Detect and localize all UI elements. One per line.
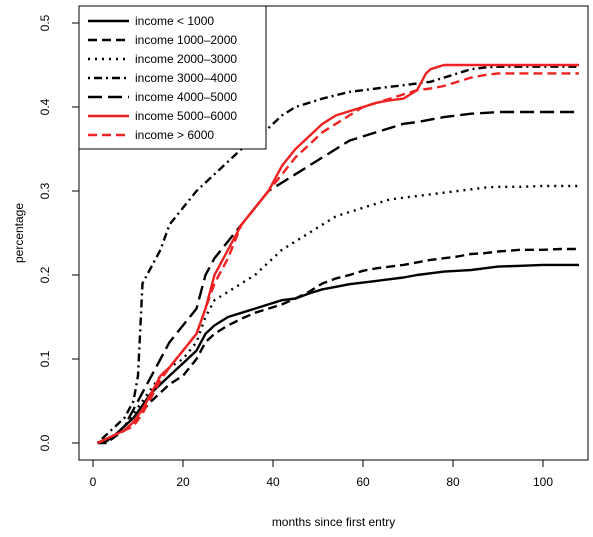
y-tick-label: 0.2 [38, 266, 52, 283]
y-tick-label: 0.1 [38, 350, 52, 367]
legend: income < 1000 income 1000–2000 income 2000… [78, 5, 267, 150]
series-line-3 [97, 184, 579, 445]
plot-area [78, 5, 589, 461]
series-line-2 [97, 247, 579, 445]
y-tick-label: 0.0 [38, 434, 52, 451]
y-axis-label: percentage [12, 203, 26, 263]
x-axis-label: months since first entry [272, 515, 395, 529]
x-tick-label: 40 [266, 475, 280, 489]
legend-label: income 3000–4000 [135, 71, 237, 85]
x-tick-label: 100 [533, 475, 553, 489]
x-tick-label: 0 [90, 475, 97, 489]
y-tick-label: 0.3 [38, 182, 52, 199]
series-layer [96, 63, 579, 445]
legend-label: income < 1000 [135, 14, 214, 28]
x-tick-label: 20 [176, 475, 190, 489]
legend-box [78, 5, 267, 150]
series-line-5 [96, 110, 579, 445]
legend-label: income 1000–2000 [135, 33, 237, 47]
x-tick-label: 80 [446, 475, 460, 489]
legend-label: income > 6000 [135, 128, 214, 142]
series-line-7 [96, 72, 579, 445]
series-line-1 [97, 263, 579, 445]
legend-label: income 5000–6000 [135, 109, 237, 123]
y-axis: 0.0 0.1 0.2 0.3 0.4 0.5 [38, 14, 80, 451]
series-line-4 [96, 65, 579, 444]
x-tick-label: 60 [356, 475, 370, 489]
legend-label: income 4000–5000 [135, 90, 237, 104]
y-tick-label: 0.5 [38, 14, 52, 31]
x-axis: 0 20 40 60 80 100 [90, 459, 553, 489]
y-tick-label: 0.4 [38, 98, 52, 115]
series-line-6 [96, 63, 579, 445]
legend-label: income 2000–3000 [135, 52, 237, 66]
